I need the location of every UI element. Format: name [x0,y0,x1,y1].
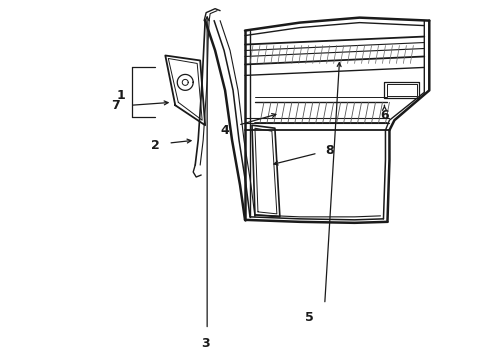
Text: 2: 2 [151,139,160,152]
Text: 7: 7 [111,99,120,112]
Text: 4: 4 [220,124,229,137]
Text: 1: 1 [116,89,125,102]
Text: 6: 6 [380,109,389,122]
Text: 3: 3 [201,337,209,350]
Text: 5: 5 [305,311,314,324]
Text: 8: 8 [325,144,334,157]
